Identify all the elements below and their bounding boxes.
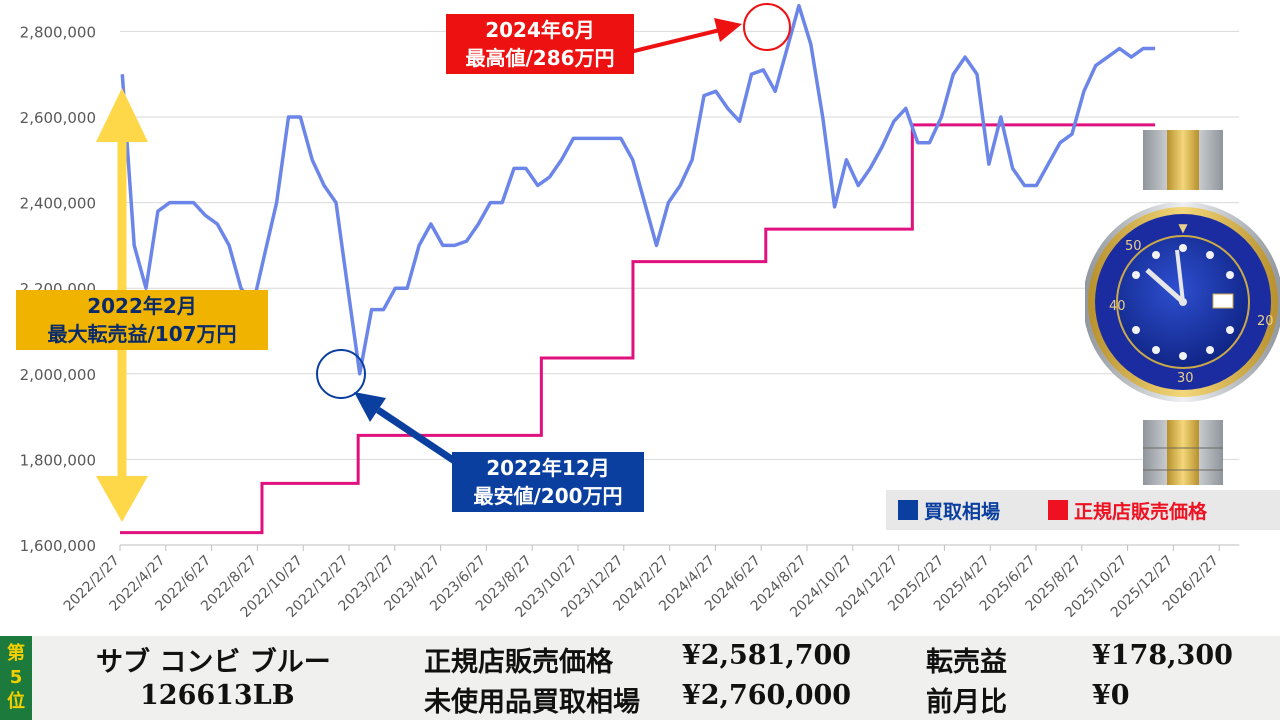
- svg-text:20: 20: [1257, 314, 1274, 329]
- low-circle: [316, 349, 366, 399]
- annotations: [96, 3, 791, 522]
- series-lines: [120, 3, 1156, 535]
- legend-swatch-buy: [898, 500, 918, 520]
- profit-value: ¥178,300: [1092, 640, 1233, 671]
- retail-value: ¥2,581,700: [682, 640, 852, 671]
- max-profit-value: 最大転売益/107万円: [47, 322, 237, 346]
- high-annotation-date: 2024年6月: [485, 18, 595, 42]
- info-footer: [0, 636, 1280, 720]
- svg-text:40: 40: [1109, 299, 1126, 314]
- high-arrow-head: [714, 18, 742, 42]
- rank-char-2: 位: [7, 691, 25, 712]
- legend-label-retail: 正規店販売価格: [1074, 500, 1208, 523]
- rank-char-1: 第: [7, 643, 25, 664]
- profit-label: 転売益: [926, 647, 1007, 678]
- high-annotation-value: 最高値/286万円: [465, 46, 615, 70]
- y-tick-label: 2,400,000: [20, 195, 96, 213]
- y-tick-label: 2,600,000: [20, 109, 96, 127]
- watch-image: ▼ 50 40 30 20: [1085, 130, 1280, 485]
- legend-swatch-retail: [1048, 500, 1069, 520]
- svg-text:30: 30: [1177, 371, 1194, 386]
- low-arrow-head: [354, 392, 386, 422]
- y-tick-label: 1,800,000: [20, 451, 96, 469]
- low-annotation: 2022年12月 最安値/200万円: [452, 452, 644, 512]
- series-line-retail: [120, 123, 1156, 535]
- max-profit-arrow-up: [96, 88, 148, 142]
- model-ref: 126613LB: [140, 680, 295, 711]
- grid-lines: [120, 30, 1240, 546]
- line-chart: 1,600,0001,800,0002,000,0002,200,0002,40…: [20, 3, 1240, 621]
- high-arrow-shaft: [629, 28, 721, 54]
- y-tick-label: 2,800,000: [20, 23, 96, 41]
- max-profit-annotation: 2022年2月 最大転売益/107万円: [16, 290, 268, 350]
- svg-text:50: 50: [1125, 239, 1142, 254]
- low-annotation-date: 2022年12月: [486, 456, 610, 480]
- high-circle: [743, 3, 791, 51]
- buy-value: ¥2,760,000: [682, 680, 852, 711]
- legend-label-buy: 買取相場: [924, 500, 1001, 523]
- high-annotation: 2024年6月 最高値/286万円: [446, 14, 634, 74]
- low-arrow-shaft: [376, 407, 464, 469]
- mom-label: 前月比: [926, 687, 1007, 718]
- mom-value: ¥0: [1092, 680, 1130, 711]
- retail-label: 正規店販売価格: [424, 647, 613, 678]
- legend: 買取相場 正規店販売価格: [886, 490, 1280, 530]
- y-tick-label: 2,000,000: [20, 366, 96, 384]
- series-line-buy: [120, 3, 1156, 376]
- svg-text:▼: ▼: [1178, 221, 1188, 235]
- buy-label: 未使用品買取相場: [424, 687, 640, 718]
- model-name: サブ コンビ ブルー: [96, 647, 331, 678]
- rank-badge: 第 5 位: [0, 636, 32, 720]
- y-tick-label: 1,600,000: [20, 537, 96, 555]
- rank-number: 5: [9, 667, 23, 688]
- x-axis: 2022/2/272022/4/272022/6/272022/8/272022…: [61, 544, 1240, 621]
- max-profit-arrow-down: [96, 476, 148, 522]
- low-annotation-value: 最安値/200万円: [473, 484, 623, 508]
- max-profit-date: 2022年2月: [87, 294, 197, 318]
